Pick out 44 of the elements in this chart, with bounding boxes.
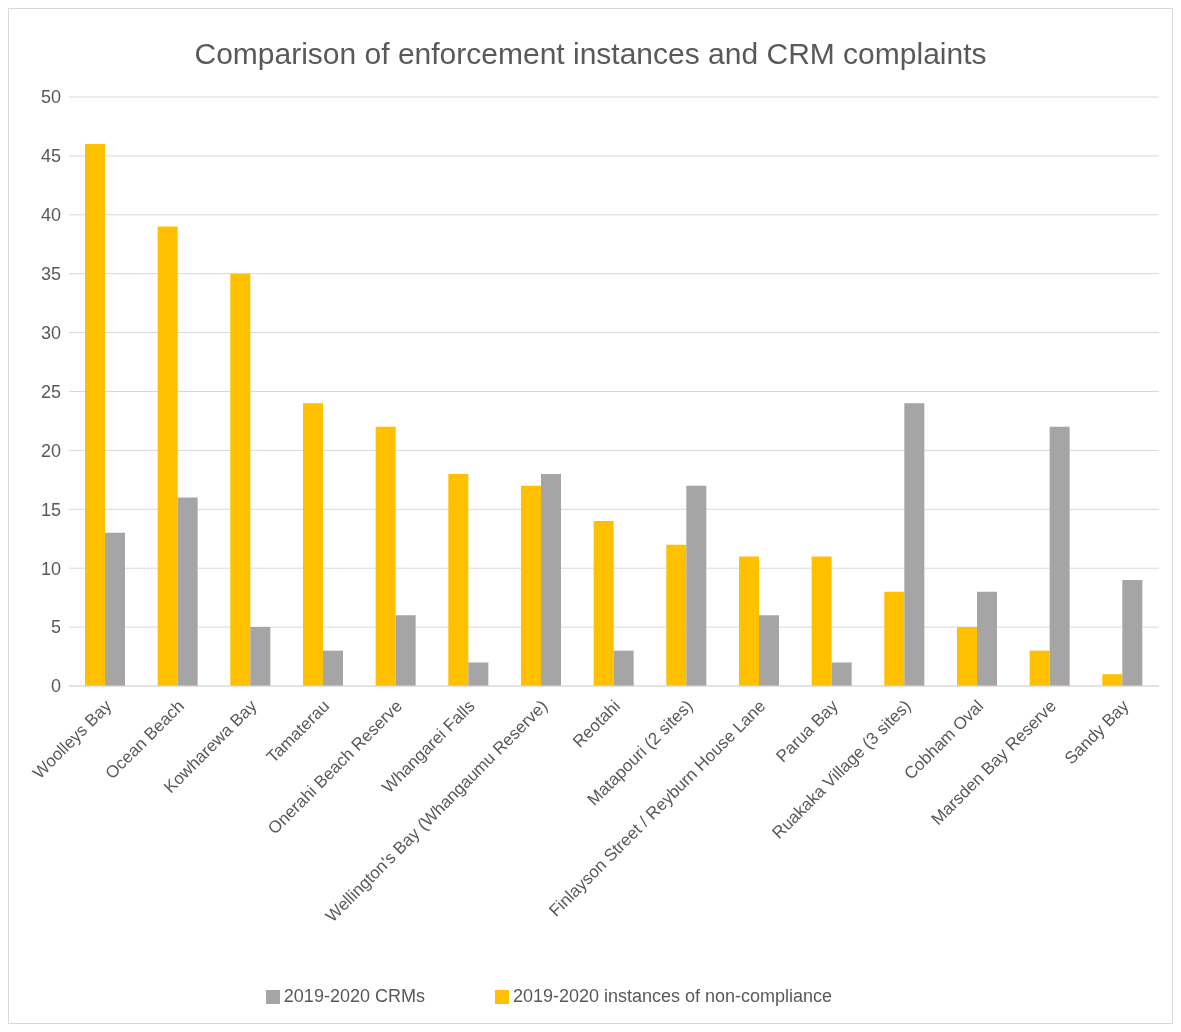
bar (540, 473, 561, 686)
y-tick-label: 40 (40, 205, 61, 226)
bar (104, 532, 125, 686)
bar (613, 650, 634, 686)
legend-label: 2019-2020 CRMs (283, 986, 425, 1006)
y-tick-label: 35 (40, 264, 61, 285)
bar (904, 403, 925, 686)
bar (84, 144, 105, 686)
bar (831, 662, 852, 686)
bar (1049, 426, 1070, 686)
y-tick-label: 0 (50, 676, 61, 697)
bar (976, 591, 997, 686)
legend-label: 2019-2020 instances of non-compliance (512, 986, 833, 1006)
y-tick-label: 25 (40, 381, 61, 402)
bar (956, 627, 977, 686)
y-tick-label: 45 (40, 146, 61, 167)
y-tick-label: 30 (40, 322, 61, 343)
y-tick-label: 10 (40, 558, 61, 579)
bar (884, 591, 905, 686)
bar (1102, 674, 1123, 686)
bar (375, 426, 396, 686)
bar (758, 615, 779, 686)
bar (666, 544, 687, 686)
bar (177, 497, 198, 686)
chart-title: Comparison of enforcement instances and CRM complaints (193, 36, 988, 72)
bar (448, 473, 469, 686)
bar (520, 485, 541, 686)
y-tick-label: 20 (40, 440, 61, 461)
bar (302, 403, 323, 686)
bar (250, 627, 271, 686)
bar (811, 556, 832, 686)
bar (738, 556, 759, 686)
y-tick-label: 5 (50, 617, 61, 638)
bar (1122, 579, 1143, 686)
bar (395, 615, 416, 686)
bar (686, 485, 707, 686)
bar (230, 273, 251, 686)
y-tick-label: 15 (40, 499, 61, 520)
y-tick-label: 50 (40, 87, 61, 108)
bar (322, 650, 343, 686)
bar (468, 662, 489, 686)
bar (593, 521, 614, 686)
bar (1029, 650, 1050, 686)
bar (157, 226, 178, 686)
